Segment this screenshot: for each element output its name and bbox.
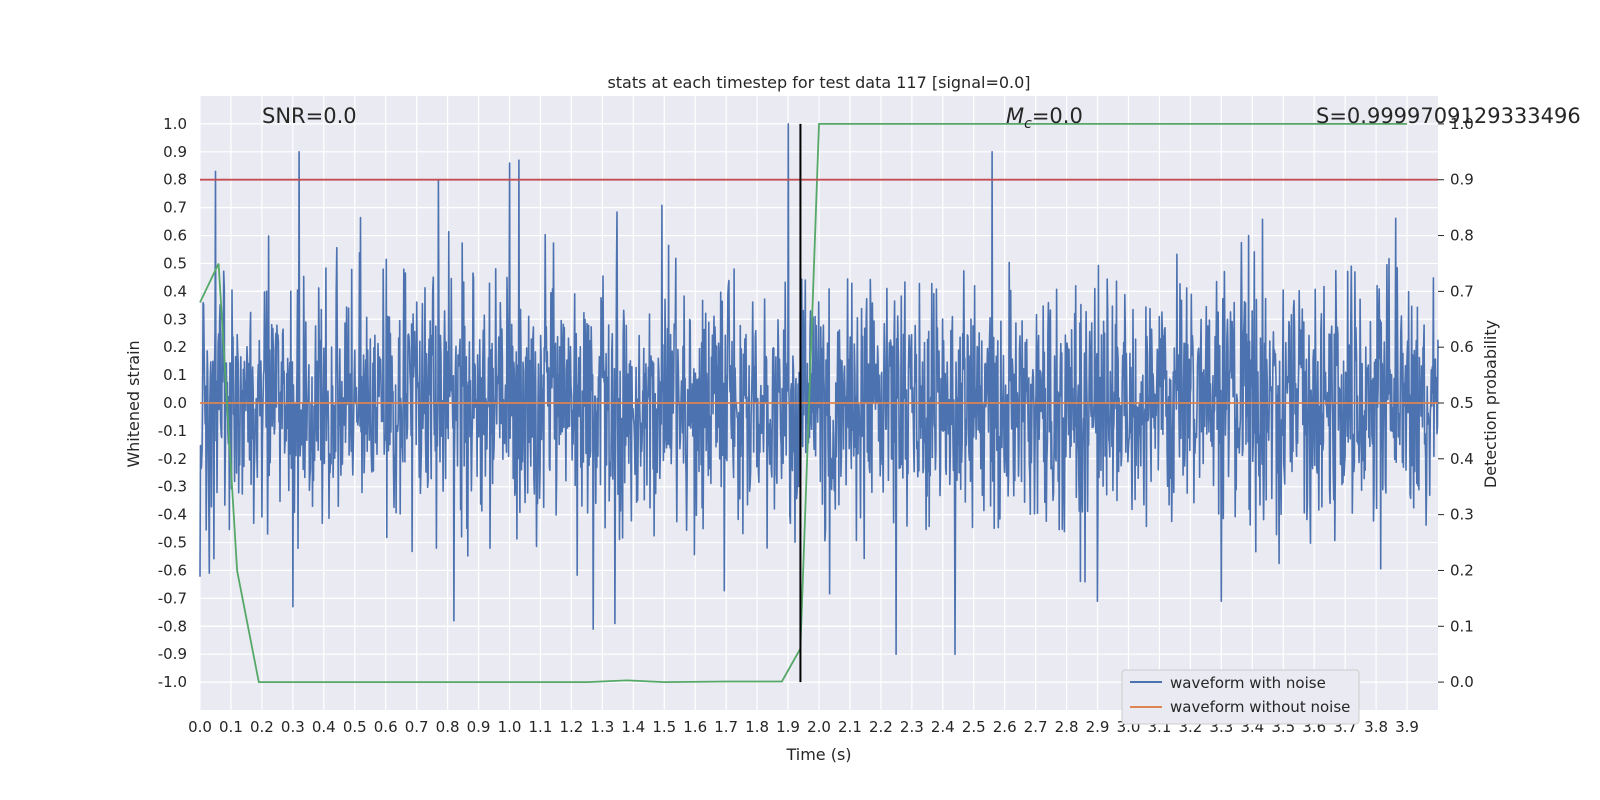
snr-annotation: SNR=0.0 [262,104,357,128]
x-tick-label: 2.5 [962,718,986,736]
y2-tick-label: 0.7 [1450,282,1474,300]
y-tick-label: 0.8 [163,171,187,189]
x-tick-label: 1.9 [776,718,800,736]
x-axis-label: Time (s) [785,745,851,764]
x-tick-label: 2.0 [807,718,831,736]
x-tick-label: 0.4 [312,718,336,736]
x-tick-label: 2.1 [838,718,862,736]
x-tick-label: 1.8 [745,718,769,736]
y-tick-label: 0.0 [163,394,187,412]
y2-tick-label: 0.6 [1450,338,1474,356]
legend-label-noise: waveform with noise [1170,674,1326,692]
y-tick-label: 0.9 [163,143,187,161]
line-series [199,123,1438,684]
x-tick-label: 0.1 [219,718,243,736]
legend-label-clean: waveform without noise [1170,698,1350,716]
mc-symbol: M [1006,104,1024,128]
legend: waveform with noise waveform without noi… [1121,669,1360,725]
x-tick-label: 0.2 [250,718,274,736]
x-tick-label: 1.3 [590,718,614,736]
x-tick-label: 1.1 [529,718,553,736]
series-waveform-with-noise [199,123,1439,656]
legend-box [1121,669,1360,725]
x-tick-label: 2.6 [993,718,1017,736]
noise-waveform-series [199,123,1439,656]
x-tick-label: 1.5 [652,718,676,736]
y2-tick-label: 0.5 [1450,394,1474,412]
x-tick-label: 0.9 [467,718,491,736]
mc-annotation: Mc=0.0 [1006,104,1083,132]
x-tick-label: 3.8 [1364,718,1388,736]
y-tick-label: 0.6 [163,227,187,245]
y2-tick-label: 0.0 [1450,673,1474,691]
y-tick-label: 0.7 [163,199,187,217]
x-tick-label: 0.7 [405,718,429,736]
y2-tick-label: 0.4 [1450,450,1474,468]
series-detection-probability [199,123,1407,684]
y2-tick-label: 0.1 [1450,617,1474,635]
x-tick-label: 2.3 [900,718,924,736]
y-tick-label: 0.5 [163,254,187,272]
y-tick-label: 0.3 [163,310,187,328]
x-tick-label: 1.7 [714,718,738,736]
x-tick-label: 0.3 [281,718,305,736]
x-tick-label: 1.6 [683,718,707,736]
chart-title: stats at each timestep for test data 117… [607,73,1030,92]
y-tick-label: -0.2 [158,450,187,468]
x-tick-label: 0.8 [436,718,460,736]
y-tick-label: 0.4 [163,282,187,300]
y-tick-label: 1.0 [163,115,187,133]
x-tick-label: 1.0 [498,718,522,736]
x-tick-label: 1.4 [621,718,645,736]
x-tick-label: 2.8 [1055,718,1079,736]
y-tick-label: -0.3 [158,478,187,496]
y-tick-label: -0.8 [158,617,187,635]
x-tick-label: 0.5 [343,718,367,736]
y-tick-label: -0.6 [158,561,187,579]
y2-tick-label: 1.0 [1450,115,1474,133]
mc-value: =0.0 [1032,104,1083,128]
x-tick-label: 2.7 [1024,718,1048,736]
x-tick-label: 3.9 [1395,718,1419,736]
s-annotation: S=0.9999709129333496 [1316,104,1581,128]
y-tick-label: -0.9 [158,645,187,663]
x-tick-label: 0.6 [374,718,398,736]
mc-subscript: c [1024,116,1032,132]
x-tick-label: 2.9 [1086,718,1110,736]
y-tick-label: -0.1 [158,422,187,440]
y-tick-label: -0.7 [158,589,187,607]
y-tick-label: 0.1 [163,366,187,384]
y-tick-label: -0.5 [158,534,187,552]
x-tick-label: 2.4 [931,718,955,736]
x-tick-label: 1.2 [559,718,583,736]
y2-axis-label: Detection probability [1481,320,1500,488]
y2-tick-label: 0.3 [1450,506,1474,524]
y-tick-label: 0.2 [163,338,187,356]
y2-tick-label: 0.2 [1450,561,1474,579]
x-tick-label: 2.2 [869,718,893,736]
y-tick-label: -0.4 [158,506,187,524]
y2-tick-label: 0.8 [1450,227,1474,245]
x-tick-label: 0.0 [188,718,212,736]
y2-tick-label: 0.9 [1450,171,1474,189]
y-axis-label: Whitened strain [124,340,143,467]
y-tick-label: -1.0 [158,673,187,691]
